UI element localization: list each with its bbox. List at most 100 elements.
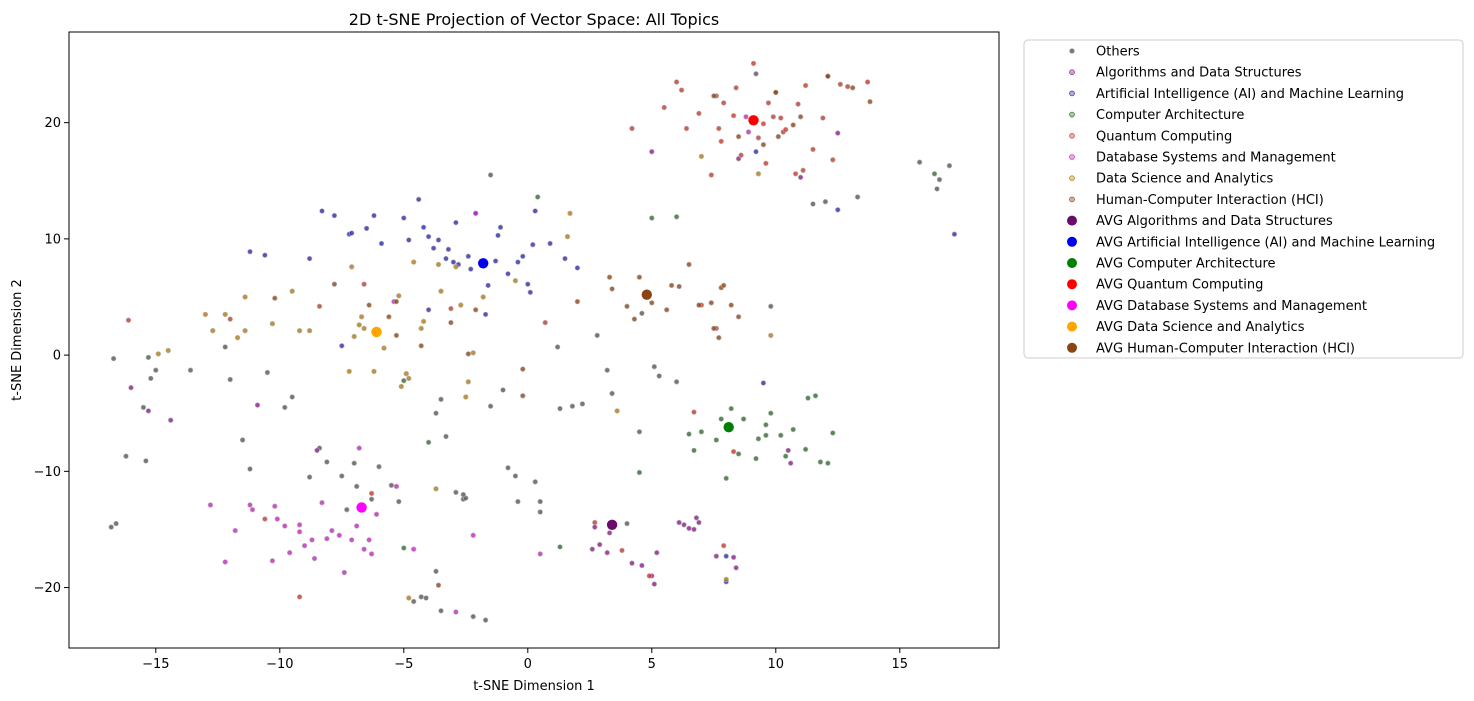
data-point [822,199,829,205]
data-point [406,595,412,601]
legend-marker [1069,48,1075,54]
data-point [723,576,729,583]
data-point [420,318,427,325]
data-point [505,271,511,277]
legend-marker [1069,133,1075,139]
data-point [763,432,769,438]
data-point [864,79,871,85]
legend-label: AVG Algorithms and Data Structures [1096,214,1333,229]
data-point [668,282,675,289]
data-point [564,233,571,240]
average-point [641,289,652,300]
data-point [301,542,308,549]
data-point [596,541,603,548]
data-point [473,210,479,217]
data-point [403,371,409,377]
data-point [663,307,670,313]
data-point [651,364,657,370]
data-point [785,447,791,454]
data-point [497,224,504,231]
data-point [361,281,367,287]
data-point [378,240,385,247]
data-point [341,569,347,576]
series-10 [723,422,734,433]
data-point [274,516,280,522]
data-point [351,333,357,340]
data-point [371,212,377,219]
data-point [639,310,645,316]
data-point [735,451,742,457]
x-tick-label: 0 [524,657,532,672]
data-point [465,351,471,357]
series-3 [401,171,938,551]
data-point [222,344,228,350]
y-tick-label: 10 [44,232,61,247]
x-tick-label: −10 [266,657,293,672]
legend-label: Human-Computer Interaction (HCI) [1096,193,1324,208]
data-point [797,114,804,120]
data-point [753,455,759,462]
data-point [537,509,543,515]
series-2 [247,149,958,585]
legend-marker [1067,279,1077,290]
legend-label: Artificial Intelligence (AI) and Machine… [1096,87,1404,102]
data-point [530,242,536,248]
data-point [636,429,643,435]
legend-box [1023,39,1464,359]
average-point [371,326,382,338]
data-point [830,430,836,436]
data-point [306,255,313,262]
data-point [465,253,471,259]
data-point [730,554,737,560]
data-point [450,259,457,265]
data-point [775,133,781,140]
data-point [825,73,831,79]
x-axis: −15 −10 −5 0 5 10 15 [142,648,908,672]
data-point [227,316,233,322]
data-point [356,322,362,328]
data-point [344,507,350,513]
data-point [406,237,412,243]
data-point [520,366,526,372]
data-point [696,302,702,308]
data-point [532,479,538,485]
data-point [396,498,402,505]
data-point [673,79,680,85]
data-point [306,328,313,334]
data-point [946,163,953,169]
data-point [371,368,377,375]
data-point [716,125,722,132]
data-point [636,469,643,476]
legend-label: AVG Artificial Intelligence (AI) and Mac… [1096,235,1435,250]
data-point [401,215,407,221]
data-point [542,319,548,326]
data-point [311,555,318,562]
average-point [606,519,618,530]
data-point [609,286,615,292]
data-point [760,121,767,127]
data-point [763,160,769,167]
data-point [512,278,519,284]
legend-label: AVG Computer Architecture [1096,257,1276,272]
data-point [423,595,429,601]
data-point [460,491,466,498]
data-point [346,368,352,375]
data-point [532,208,538,214]
series-14 [641,289,652,300]
data-point [515,259,521,265]
data-point [790,426,796,433]
data-point [242,328,248,334]
data-point [401,545,407,551]
data-point [787,460,794,466]
data-point [492,258,499,264]
data-point [480,294,486,300]
data-point [562,255,568,262]
data-point [765,100,772,106]
legend-item: AVG Artificial Intelligence (AI) and Mac… [1067,235,1435,250]
data-point [825,460,831,466]
y-axis: −20 −10 0 10 20 [34,116,69,596]
legend-marker [1067,342,1077,353]
data-point [473,307,479,313]
data-point [287,549,293,556]
